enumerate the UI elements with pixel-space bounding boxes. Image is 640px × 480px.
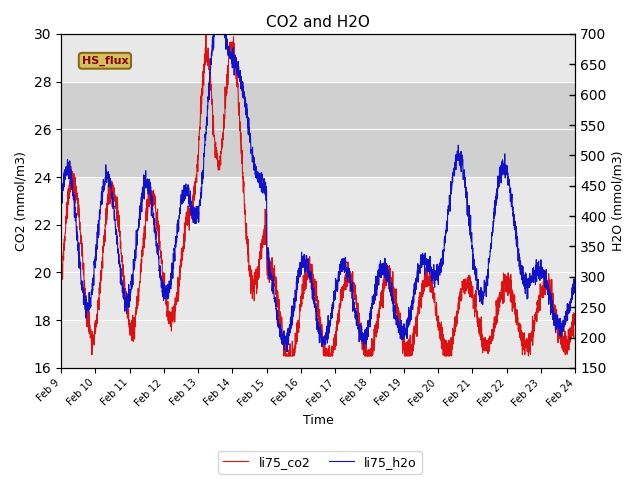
Y-axis label: H2O (mmol/m3): H2O (mmol/m3) xyxy=(612,151,625,251)
li75_co2 xyxy=(202,31,210,37)
li75_co2 xyxy=(572,320,579,325)
li75_h2o xyxy=(283,349,291,355)
li75_h2o xyxy=(57,203,65,209)
li75_h2o xyxy=(506,187,514,192)
Legend: li75_co2, li75_h2o: li75_co2, li75_h2o xyxy=(218,451,422,474)
li75_co2 xyxy=(147,195,154,201)
li75_co2 xyxy=(277,312,285,318)
Text: HS_flux: HS_flux xyxy=(81,56,128,66)
Bar xyxy=(61,82,575,177)
li75_co2 xyxy=(280,353,288,359)
li75_co2 xyxy=(57,283,65,289)
li75_co2 xyxy=(561,345,569,351)
Y-axis label: CO2 (mmol/m3): CO2 (mmol/m3) xyxy=(15,151,28,251)
li75_h2o xyxy=(572,276,579,281)
li75_h2o xyxy=(147,192,154,198)
li75_h2o xyxy=(116,258,124,264)
li75_h2o xyxy=(255,180,262,186)
Line: li75_h2o: li75_h2o xyxy=(61,34,575,352)
li75_co2 xyxy=(255,277,262,283)
Title: CO2 and H2O: CO2 and H2O xyxy=(266,15,370,30)
li75_h2o xyxy=(561,315,569,321)
li75_h2o xyxy=(277,332,285,337)
X-axis label: Time: Time xyxy=(303,414,333,427)
li75_co2 xyxy=(116,228,124,234)
li75_co2 xyxy=(506,286,514,292)
Line: li75_co2: li75_co2 xyxy=(61,34,575,356)
li75_h2o xyxy=(209,31,217,37)
